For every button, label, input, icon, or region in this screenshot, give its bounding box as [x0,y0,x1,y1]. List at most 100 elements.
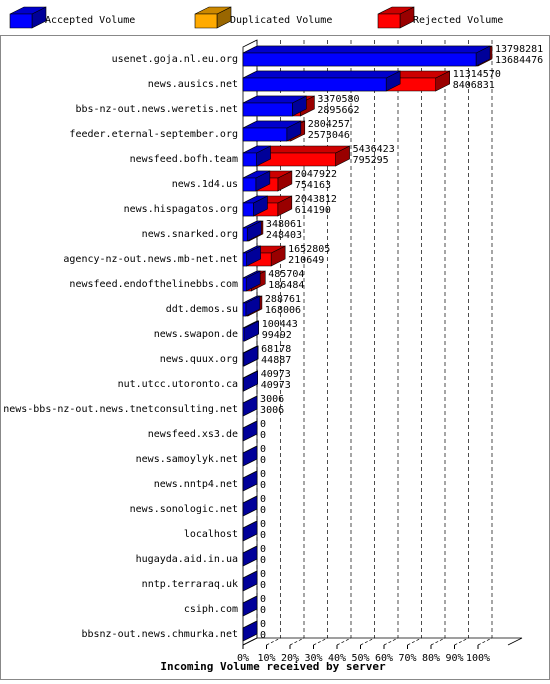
y-tick-label: news.1d4.us [172,179,238,190]
grid-floor-line [267,638,281,645]
y-tick-label: usenet.goja.nl.eu.org [112,54,238,65]
value-label: 248403 [266,230,302,241]
bar [243,103,292,116]
y-tick-label: nut.utcc.utoronto.ca [118,379,238,390]
value-label: 44887 [261,355,291,366]
bar [243,353,244,366]
bar [243,178,256,191]
value-label: 99492 [262,330,292,341]
y-tick-label: news.snarked.org [142,229,238,240]
y-tick-label: news.hispagatos.org [124,204,238,215]
legend-label: Duplicated Volume [230,15,332,26]
y-tick-label: csiph.com [184,604,238,615]
value-label: 13798281 [495,44,543,55]
y-tick-label: nntp.terraraq.uk [142,579,238,590]
value-label: 2804257 [308,119,350,130]
y-tick-label: news.swapon.de [154,329,238,340]
bar [243,378,244,391]
value-label: 1652805 [288,244,330,255]
bar-top [243,46,490,53]
y-tick-label: news.ausics.net [148,79,238,90]
y-tick-label: newsfeed.xs3.de [148,429,238,440]
bar [243,78,386,91]
value-label: 0 [260,555,266,566]
bar [243,303,246,316]
y-tick-label: news.samoylyk.net [136,454,238,465]
x-tick-label: 40% [328,653,346,664]
x-tick-label: 50% [351,653,369,664]
x-tick-label: 30% [304,653,322,664]
bar [243,278,246,291]
bar [243,228,247,241]
y-tick-label: news-bbs-nz-out.news.tnetconsulting.net [3,404,238,415]
value-label: 0 [260,594,266,605]
bar [243,53,476,66]
y-tick-label: news.sonologic.net [130,504,238,515]
value-label: 2573046 [308,130,350,141]
bar [243,328,245,341]
value-label: 0 [260,455,266,466]
grid-floor-line [431,638,445,645]
legend-label: Accepted Volume [45,15,135,26]
y-tick-label: news.nntp4.net [154,479,238,490]
value-label: 754163 [295,180,331,191]
legend-swatch [10,14,32,28]
y-tick-label: news.quux.org [160,354,238,365]
value-label: 0 [260,469,266,480]
bar-top [243,71,400,78]
y-tick-label: bbsnz-out.news.chmurka.net [81,629,238,640]
grid-floor-line [314,638,328,645]
value-label: 614190 [295,205,331,216]
x-tick-label: 10% [257,653,275,664]
bar [243,128,287,141]
value-label: 0 [260,580,266,591]
y-tick-label: newsfeed.bofh.team [130,154,238,165]
x-tick-label: 80% [422,653,440,664]
y-tick-label: ddt.demos.su [166,304,238,315]
value-label: 795295 [353,155,389,166]
x-tick-label: 90% [445,653,463,664]
y-tick-label: localhost [184,529,238,540]
value-label: 2043812 [295,194,337,205]
grid-floor-line [455,638,469,645]
value-label: 11314570 [453,69,501,80]
value-label: 0 [260,619,266,630]
value-label: 348061 [266,219,302,230]
value-label: 186484 [268,280,304,291]
value-label: 5436423 [353,144,395,155]
legend-swatch [378,14,400,28]
value-label: 3370580 [317,94,359,105]
value-label: 68178 [261,344,291,355]
y-tick-label: bbs-nz-out.news.weretis.net [75,104,238,115]
value-label: 210649 [288,255,324,266]
value-label: 288761 [265,294,301,305]
value-label: 2047922 [295,169,337,180]
grid-floor-line [408,638,422,645]
grid-floor-line [337,638,351,645]
grid-floor-line [290,638,304,645]
value-label: 40973 [261,369,291,380]
value-label: 13684476 [495,55,543,66]
bar [243,153,257,166]
y-tick-label: feeder.eternal-september.org [69,129,238,140]
value-label: 3006 [260,394,284,405]
value-label: 0 [260,569,266,580]
value-label: 0 [260,530,266,541]
y-tick-label: agency-nz-out.news.mb-net.net [63,254,238,265]
bar [243,203,253,216]
value-label: 0 [260,494,266,505]
value-label: 0 [260,419,266,430]
value-label: 3006 [260,405,284,416]
y-tick-label: newsfeed.endofthelinebbs.com [69,279,238,290]
grid-floor-line [478,638,492,645]
value-label: 8406831 [453,80,495,91]
legend-label: Rejected Volume [413,15,503,26]
value-label: 0 [260,505,266,516]
value-label: 0 [260,430,266,441]
value-label: 0 [260,630,266,641]
grid-floor-line [361,638,375,645]
value-label: 100443 [262,319,298,330]
x-tick-label: 20% [281,653,299,664]
value-label: 2895662 [317,105,359,116]
